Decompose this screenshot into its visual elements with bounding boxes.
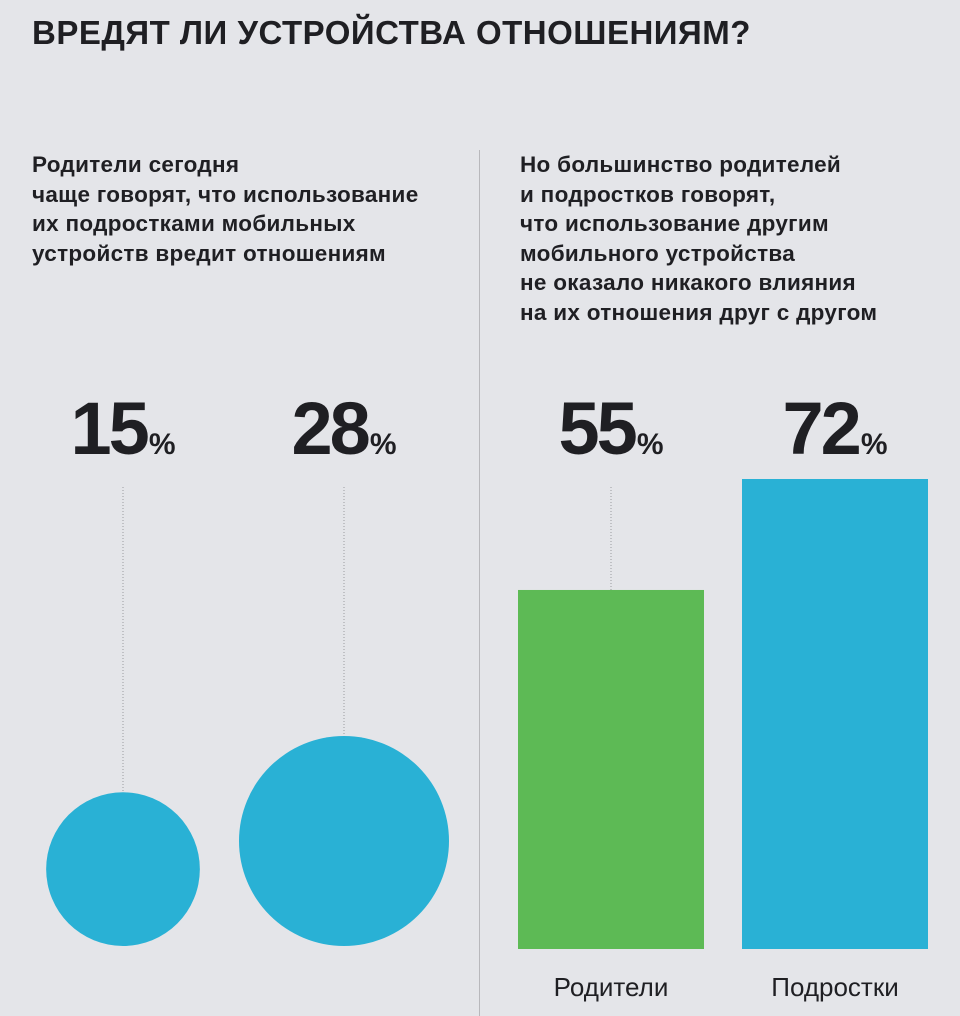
bar-value-label: 72% bbox=[783, 387, 888, 470]
left-chart-caption: Родители сегодня чаще говорят, что испол… bbox=[32, 152, 419, 266]
page-title: ВРЕДЯТ ЛИ УСТРОЙСТВА ОТНОШЕНИЯМ? bbox=[32, 14, 751, 51]
bubble bbox=[239, 736, 449, 946]
bar-category-label-parents: Родители bbox=[553, 972, 669, 1002]
bar bbox=[518, 589, 704, 949]
bar-value-label: 55% bbox=[559, 387, 664, 470]
right-chart-caption: Но большинство родителей и подростков го… bbox=[520, 152, 878, 325]
bar-category-label-teens: Подростки bbox=[771, 972, 899, 1002]
bubble bbox=[46, 792, 200, 946]
bubble-value-label: 28% bbox=[292, 387, 397, 470]
panel-divider bbox=[479, 150, 480, 1016]
bar bbox=[742, 479, 928, 949]
bubble-value-label: 15% bbox=[71, 387, 176, 470]
